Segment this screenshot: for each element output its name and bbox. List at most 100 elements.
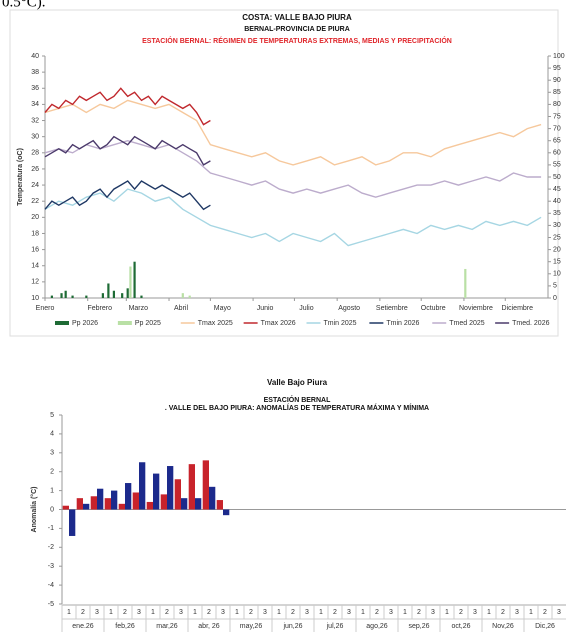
series-line [44,139,542,198]
x-tick-label: 3 [473,609,477,616]
x-tick-label: 1 [109,609,113,616]
precip-bar [71,295,74,298]
x-tick-label: Marzo [129,305,149,312]
y-tick-label: 0 [50,506,54,513]
y-axis-label: Temperatura (oC) [17,148,24,206]
x-tick-label: 3 [389,609,393,616]
y-tick-label: 36 [31,85,39,92]
x-tick-label: 2 [207,609,211,616]
legend-label: Pp 2025 [135,320,161,327]
y-tick-label: 32 [31,117,39,124]
x-tick-label: Agosto [338,305,360,312]
precip-bar [107,283,110,298]
x-tick-label: 3 [347,609,351,616]
y-tick-label: 38 [31,69,39,76]
group-label: jul,26 [326,623,344,630]
y2-tick-label: 20 [553,246,561,253]
x-tick-label: Setiembre [376,305,408,312]
x-tick-label: 1 [151,609,155,616]
x-tick-label: 2 [459,609,463,616]
precip-bar [64,290,67,298]
legend-label: Tmin 2026 [386,320,419,327]
bar [132,492,139,510]
y2-tick-label: 75 [553,113,561,120]
y-tick-label: 2 [50,469,54,476]
legend-label: Tmax 2025 [198,320,233,327]
x-tick-label: 3 [515,609,519,616]
precip-bar [129,266,132,298]
y2-tick-label: 5 [553,283,557,290]
intro-fragment: 0.5°C). [2,0,46,10]
bar [146,501,153,510]
x-tick-label: 3 [179,609,183,616]
y-tick-label: -3 [48,563,54,570]
x-tick-label: 3 [137,609,141,616]
series-line [44,180,211,211]
bar [160,494,167,510]
x-tick-label: 1 [445,609,449,616]
y2-tick-label: 70 [553,125,561,132]
group-label: sep,26 [408,623,429,630]
y2-tick-label: 45 [553,186,561,193]
precip-bar [101,293,104,298]
bar [111,490,118,510]
y2-tick-label: 85 [553,89,561,96]
y-tick-label: 16 [31,246,39,253]
x-tick-label: Enero [36,305,55,312]
bar [83,503,90,510]
y-tick-label: 24 [31,182,39,189]
x-tick-label: 1 [403,609,407,616]
x-tick-label: 2 [123,609,127,616]
y-tick-label: 26 [31,166,39,173]
x-tick-label: 3 [557,609,561,616]
x-tick-label: 1 [193,609,197,616]
x-tick-label: Diciembre [502,305,534,312]
bar [90,496,97,510]
bar [125,483,132,510]
precip-bar [85,295,88,298]
bar [139,462,146,510]
precip-bar [112,290,116,298]
chart-heading: ESTACIÓN BERNAL: RÉGIMEN DE TEMPERATURAS… [142,36,452,45]
x-tick-label: 2 [249,609,253,616]
x-tick-label: Mayo [214,305,231,312]
y-tick-label: 34 [31,101,39,108]
x-tick-label: Junio [257,305,274,312]
precip-bar [181,293,184,298]
y2-tick-label: 95 [553,65,561,72]
y-tick-label: 10 [31,295,39,302]
x-tick-label: 1 [277,609,281,616]
x-tick-label: 2 [333,609,337,616]
y-tick-label: 28 [31,150,39,157]
y-tick-label: 12 [31,279,39,286]
group-label: Nov,26 [492,623,514,630]
y2-tick-label: 15 [553,259,561,266]
y-axis-label: Anomalía (°C) [30,487,38,533]
bar [153,473,160,510]
x-tick-label: Noviembre [459,305,493,312]
x-tick-label: Julio [299,305,314,312]
legend-swatch [55,321,69,325]
bar [104,498,111,510]
legend-label: Tmax 2026 [261,320,296,327]
x-tick-label: 1 [319,609,323,616]
y2-tick-label: 0 [553,295,557,302]
y-tick-label: 20 [31,214,39,221]
x-tick-label: 3 [431,609,435,616]
chart-heading: . VALLE DEL BAJO PIURA: ANOMALÍAS DE TEM… [165,403,429,412]
x-tick-label: 2 [81,609,85,616]
bar [167,466,174,510]
x-tick-label: 3 [263,609,267,616]
bar [223,509,230,516]
x-tick-label: 2 [291,609,295,616]
bar [216,500,223,510]
x-tick-label: 3 [95,609,99,616]
precip-bar [133,261,136,298]
y2-tick-label: 100 [553,53,565,60]
y2-tick-label: 10 [553,271,561,278]
y2-tick-label: 50 [553,174,561,181]
chart-title: Valle Bajo Piura [267,378,328,387]
y-tick-label: 22 [31,198,39,205]
bar [209,486,216,510]
y-tick-label: -5 [48,601,54,608]
